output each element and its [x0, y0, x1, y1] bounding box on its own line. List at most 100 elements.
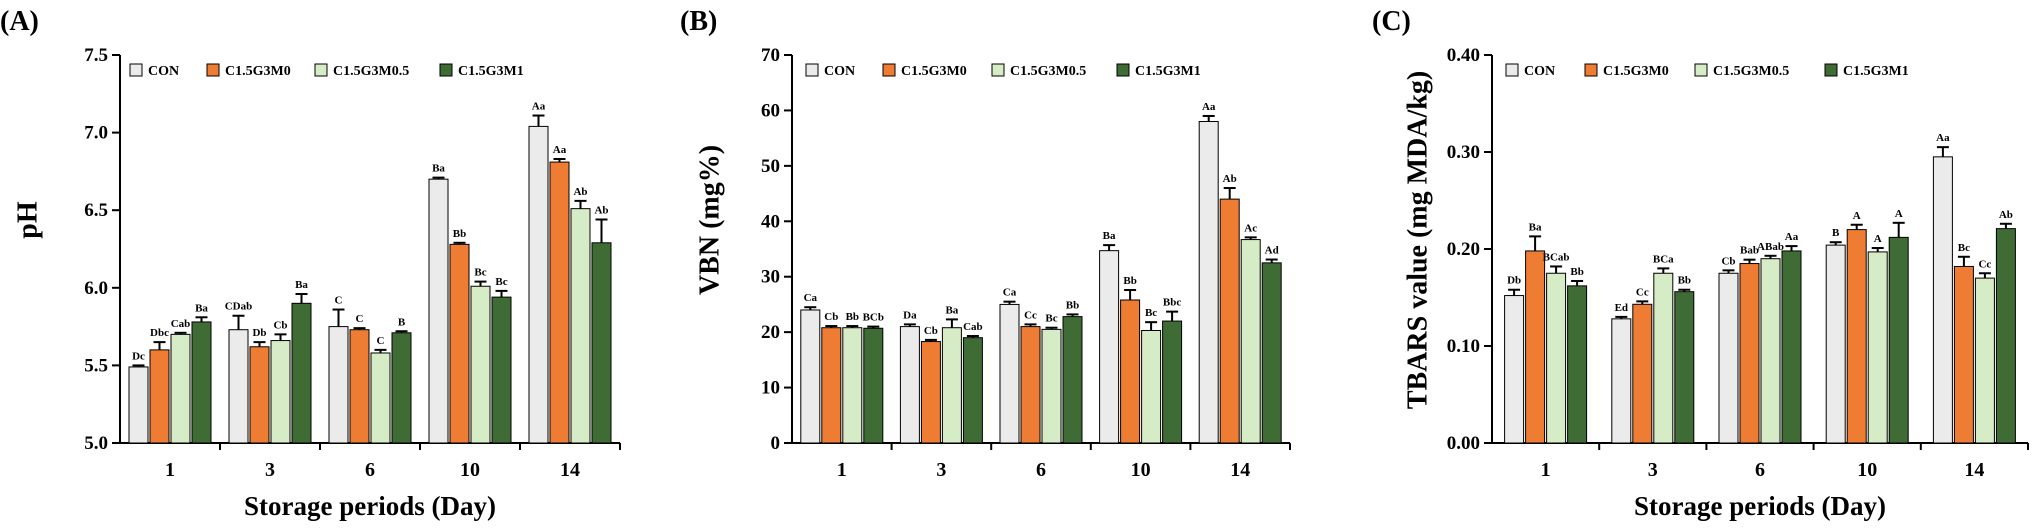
data-label: Bb: [453, 228, 466, 240]
x-tick-label: 10: [1131, 459, 1151, 481]
data-label: Ba: [945, 304, 958, 316]
y-tick-label: 20: [761, 322, 780, 343]
data-label: Ca: [1003, 287, 1017, 299]
bar: [1611, 318, 1632, 444]
bar: [920, 341, 941, 444]
data-label: Ba: [195, 302, 208, 314]
data-label: Ab: [1999, 209, 2013, 221]
y-tick-label: 7.5: [84, 45, 108, 66]
bar: [170, 333, 191, 444]
y-tick-label: 0.40: [1447, 45, 1480, 66]
bar: [149, 349, 170, 444]
legend-swatch: [129, 63, 143, 77]
bar: [291, 302, 312, 444]
data-label: A: [1874, 233, 1882, 245]
data-label: C: [356, 313, 364, 325]
legend-swatch: [1116, 63, 1130, 77]
x-tick-label: 3: [265, 459, 275, 481]
bar: [1932, 156, 1953, 444]
data-label: A: [1895, 208, 1903, 220]
data-label: Cab: [171, 318, 191, 330]
y-tick-label: 5.5: [84, 355, 108, 376]
data-label: BCb: [863, 312, 884, 324]
data-label: Bb: [846, 311, 859, 323]
bar: [391, 332, 412, 444]
data-label: Bab: [1740, 245, 1759, 257]
data-label: Bc: [1958, 242, 1970, 254]
data-label: Bc: [495, 276, 507, 288]
data-label: B: [398, 316, 406, 328]
bar: [1240, 239, 1261, 444]
bar: [470, 285, 491, 444]
bar: [899, 326, 920, 444]
legend-label: C1.5G3M0: [901, 64, 967, 79]
bar: [1739, 263, 1760, 444]
y-tick-label: 0.10: [1447, 336, 1480, 357]
data-label: Ba: [432, 163, 445, 175]
data-label: Cc: [1636, 286, 1649, 298]
y-tick-label: 5.0: [84, 433, 108, 454]
bar: [1062, 316, 1083, 444]
x-tick-label: 10: [460, 459, 480, 481]
y-axis-label: VBN (mg%): [694, 145, 725, 295]
x-tick-label: 1: [165, 459, 175, 481]
bar: [1099, 250, 1120, 444]
x-tick-label: 6: [1036, 459, 1046, 481]
legend-swatch: [991, 63, 1005, 77]
bar: [1825, 244, 1846, 444]
data-label: Aa: [1936, 132, 1950, 144]
y-axis-label: TBARS value (mg MDA/kg): [1402, 71, 1433, 409]
x-tick-label: 1: [837, 459, 847, 481]
bar: [1867, 251, 1888, 444]
x-tick-label: 10: [1857, 459, 1877, 481]
bar: [191, 321, 212, 444]
bar: [349, 329, 370, 444]
legend-label: C1.5G3M0: [1603, 64, 1669, 79]
data-label: Aa: [1202, 101, 1216, 113]
data-label: BCab: [1543, 251, 1570, 263]
bar: [228, 329, 249, 444]
bar: [1041, 328, 1062, 444]
legend-swatch: [1824, 63, 1838, 77]
data-label: Ed: [1615, 302, 1628, 314]
legend-label: C1.5G3M1: [1843, 64, 1909, 79]
bar: [1162, 320, 1183, 444]
bar: [249, 346, 270, 444]
bar: [1141, 329, 1162, 444]
y-tick-label: 6.5: [84, 200, 108, 221]
data-label: Db: [252, 327, 266, 339]
y-tick-label: 6.0: [84, 278, 108, 299]
legend-label: C1.5G3M0.5: [333, 64, 409, 79]
data-label: Cc: [1024, 309, 1037, 321]
x-axis-label: Storage periods (Day): [244, 491, 496, 521]
data-label: Bbc: [1163, 297, 1181, 309]
bar: [1120, 299, 1141, 444]
y-tick-label: 10: [761, 378, 780, 399]
x-tick-label: 14: [1230, 459, 1250, 481]
legend-swatch: [206, 63, 220, 77]
y-tick-label: 0: [771, 433, 781, 454]
data-label: Db: [1507, 275, 1521, 287]
data-label: Cc: [1978, 258, 1991, 270]
data-label: Da: [903, 309, 917, 321]
bar: [1888, 236, 1909, 444]
bar: [800, 309, 821, 444]
bar: [941, 327, 962, 444]
bar: [842, 327, 863, 444]
bar: [1219, 198, 1240, 444]
data-label: Bc: [1145, 307, 1157, 319]
y-tick-label: 50: [761, 156, 780, 177]
bar: [1020, 326, 1041, 444]
y-tick-label: 40: [761, 211, 780, 232]
bar: [1674, 291, 1695, 444]
bar: [1198, 121, 1219, 444]
y-tick-label: 60: [761, 100, 780, 121]
bar: [1995, 228, 2016, 444]
y-tick-label: 0.00: [1447, 433, 1480, 454]
bar: [821, 327, 842, 444]
bar: [1525, 250, 1546, 444]
legend-swatch: [439, 63, 453, 77]
legend-label: C1.5G3M1: [458, 64, 524, 79]
legend-label: CON: [1524, 64, 1555, 79]
data-label: Ca: [804, 292, 818, 304]
